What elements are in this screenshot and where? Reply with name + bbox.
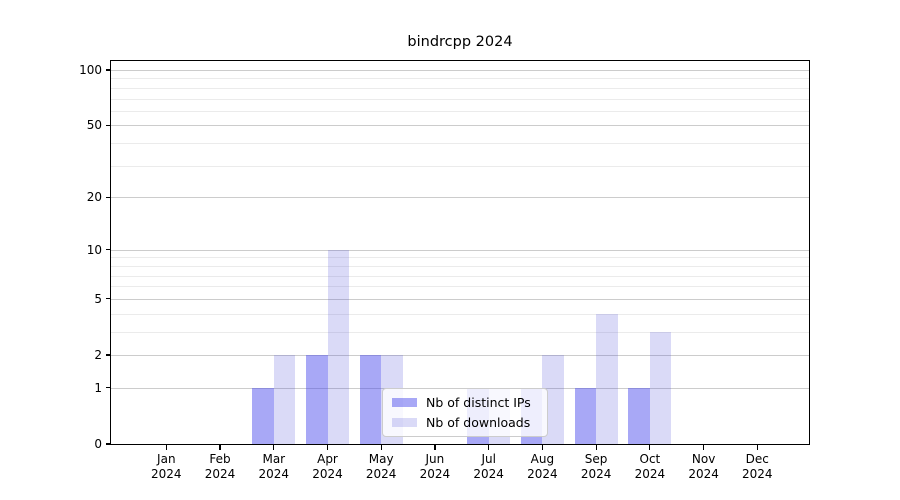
bar-distinct-ips [359, 355, 382, 444]
gridline-minor [111, 110, 809, 112]
x-tick-label: Dec 2024 [742, 452, 773, 481]
y-tick-mark [105, 124, 110, 127]
x-tick-mark [380, 445, 382, 450]
gridline-minor [111, 275, 809, 277]
legend-item-downloads: Nb of downloads [392, 415, 538, 430]
x-tick-mark [702, 445, 705, 450]
chart-title: bindrcpp 2024 [407, 34, 513, 50]
y-tick-mark [105, 298, 110, 300]
x-tick-label: Apr 2024 [312, 452, 343, 481]
y-tick-label: 50 [86, 118, 102, 133]
y-tick-mark [105, 443, 110, 445]
gridline-major [111, 125, 809, 127]
x-tick-mark [273, 445, 275, 450]
y-tick-label: 0 [94, 437, 102, 451]
bar-distinct-ips [574, 387, 597, 444]
bar-downloads [649, 331, 672, 444]
plot-area [111, 61, 809, 444]
y-tick-label: 5 [94, 291, 102, 306]
gridline-minor [111, 313, 809, 315]
x-tick-mark [541, 445, 544, 450]
y-tick-mark [105, 354, 110, 356]
y-tick-label: 20 [86, 190, 102, 205]
x-tick-label: Sep 2024 [580, 452, 612, 481]
y-tick-label: 2 [94, 348, 102, 362]
x-tick-label: Mar 2024 [258, 452, 290, 481]
x-tick-label: Jan 2024 [151, 452, 182, 481]
x-tick-label: Oct 2024 [634, 452, 666, 481]
bar-distinct-ips [628, 387, 650, 444]
gridline-major [111, 70, 809, 71]
x-tick-mark [326, 445, 329, 450]
x-tick-mark [649, 445, 651, 450]
gridline-minor [111, 98, 809, 100]
x-tick-label: Feb 2024 [204, 452, 236, 481]
legend: Nb of distinct IPs Nb of downloads [382, 388, 548, 437]
gridline-minor [111, 165, 809, 167]
top-spine [109, 59, 810, 61]
gridline-minor [111, 286, 809, 288]
x-tick-label: Nov 2024 [688, 452, 719, 481]
bar-downloads [596, 313, 618, 444]
y-tick-mark [105, 249, 110, 251]
gridline-minor [111, 257, 809, 259]
gridline-minor [111, 78, 809, 80]
y-tick-mark [105, 69, 110, 71]
x-tick-mark [219, 445, 221, 450]
bar-downloads [273, 355, 296, 444]
gridline-minor [111, 143, 809, 145]
gridline-minor [111, 265, 809, 267]
legend-swatch-downloads [392, 418, 417, 427]
y-tick-label: 100 [79, 63, 102, 77]
y-tick-label: 10 [86, 242, 102, 257]
gridline-minor [111, 87, 809, 89]
x-tick-mark [165, 445, 167, 450]
y-tick-label: 1 [94, 380, 102, 395]
x-tick-label: Jul 2024 [473, 452, 504, 481]
y-tick-mark [105, 387, 110, 389]
legend-item-distinct-ips: Nb of distinct IPs [392, 395, 538, 410]
y-axis-line [109, 59, 111, 445]
x-tick-label: Aug 2024 [527, 452, 558, 481]
bar-distinct-ips [252, 387, 274, 444]
x-tick-mark [488, 445, 490, 450]
x-axis-line [109, 443, 810, 445]
bar-downloads [327, 249, 349, 444]
gridline-major [111, 249, 809, 251]
bar-distinct-ips [306, 355, 328, 444]
x-tick-mark [434, 445, 436, 450]
gridline-major [111, 197, 809, 199]
y-tick-mark [105, 196, 110, 198]
x-tick-mark [595, 445, 597, 450]
gridline-major [111, 298, 809, 300]
x-tick-mark [756, 445, 758, 450]
legend-label-downloads: Nb of downloads [426, 415, 531, 430]
legend-label-distinct-ips: Nb of distinct IPs [426, 395, 531, 410]
right-spine [808, 59, 810, 445]
gridline-major [111, 355, 809, 356]
x-tick-label: Jun 2024 [419, 452, 451, 481]
legend-swatch-distinct-ips [392, 398, 417, 407]
gridline-minor [111, 331, 809, 333]
x-tick-label: May 2024 [365, 452, 397, 481]
